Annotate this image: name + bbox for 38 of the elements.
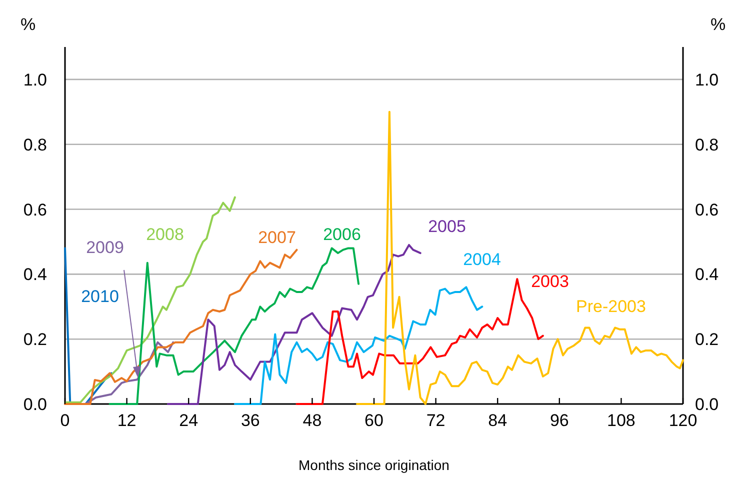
x-tick-label: 84 <box>488 411 508 430</box>
y2-tick-label: 0.4 <box>695 265 719 284</box>
line-series <box>167 244 422 405</box>
x-tick-label: 24 <box>179 411 198 430</box>
text: 2009 <box>86 238 124 257</box>
y-tick-label: 0.8 <box>23 135 47 154</box>
series-label: 2008 <box>146 225 184 244</box>
series-label: Pre-2003 <box>576 297 646 316</box>
line-series <box>64 196 236 404</box>
x-tick-label: 120 <box>668 411 698 430</box>
y2-tick-label: 1.0 <box>695 70 719 90</box>
x-tick-label: 72 <box>426 411 446 430</box>
x-tick-label: 96 <box>550 411 569 430</box>
y-tick-label: 0.2 <box>23 330 47 350</box>
x-tick-label: 36 <box>240 411 260 430</box>
y-tick-label: 0.0 <box>23 395 47 414</box>
y-tick-label: 0.6 <box>23 200 47 220</box>
x-tick-label: 60 <box>364 411 384 430</box>
y-axis-title: % <box>20 15 36 34</box>
x-axis-title: Months since origination <box>298 457 450 473</box>
line-series <box>234 286 484 405</box>
y-tick-label: 1.0 <box>23 70 47 90</box>
series-label: 2006 <box>323 225 361 244</box>
series-label: 2007 <box>258 228 296 247</box>
x-tick-label: 108 <box>607 411 636 430</box>
y2-tick-label: 0.2 <box>695 330 719 350</box>
y-tick-label: 0.4 <box>23 265 47 284</box>
y2-tick-label: 0.0 <box>695 395 719 414</box>
series-label: 2005 <box>428 217 466 236</box>
series-label: 2003 <box>531 272 569 291</box>
x-tick-label: 12 <box>117 411 136 430</box>
x-tick-label: 0 <box>60 411 70 430</box>
y2-tick-label: 0.8 <box>695 135 719 154</box>
series-label: 2010 <box>81 287 119 306</box>
y2-axis-title: % <box>710 15 726 34</box>
series-label: 2004 <box>463 250 501 269</box>
y2-tick-label: 0.6 <box>695 200 719 220</box>
x-tick-label: 48 <box>302 411 322 430</box>
